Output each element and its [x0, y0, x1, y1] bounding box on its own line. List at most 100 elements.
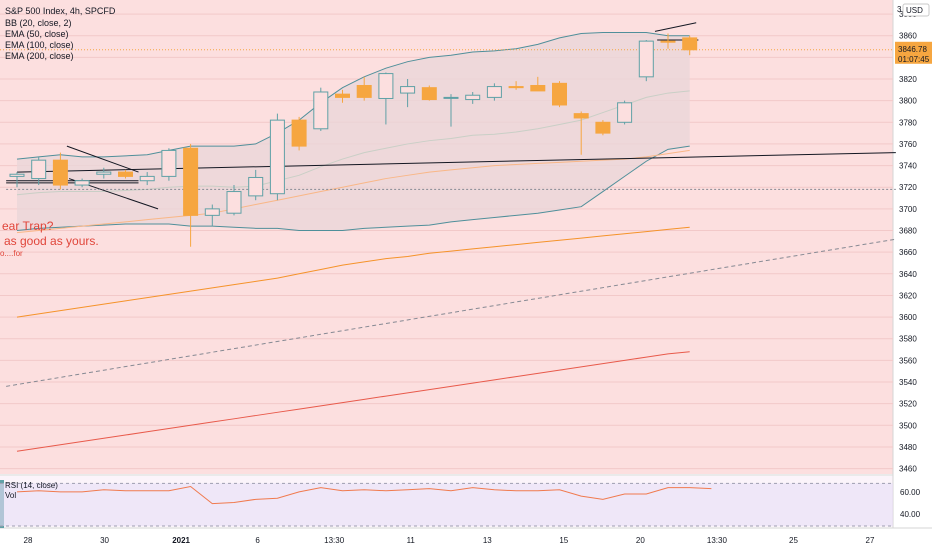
rsi-tick-60: 60.00: [900, 488, 921, 497]
time-tick-label: 13:30: [324, 536, 345, 545]
candle-body: [313, 91, 329, 130]
candle-body: [400, 86, 416, 94]
time-tick-label: 6: [255, 536, 260, 545]
ema200-line: [16, 351, 690, 452]
legend-bb[interactable]: BB (20, close, 2): [5, 18, 72, 28]
legend-ema50[interactable]: EMA (50, close): [5, 29, 69, 39]
time-axis-background: [0, 528, 932, 550]
time-axis[interactable]: 28 30 2021 6 13:30 11 13 15 20 13:30 25 27: [24, 536, 875, 545]
rsi-tick-40: 40.00: [900, 510, 921, 519]
rsi-line: [16, 485, 712, 505]
candle-body: [595, 121, 611, 134]
annotation-line-3: o....for: [0, 249, 23, 258]
ema50-line: [16, 149, 690, 234]
candle-body: [660, 40, 676, 43]
price-tick-label: 3500: [899, 421, 917, 430]
price-tick-label: 3600: [899, 313, 917, 322]
price-tick-label: 3760: [899, 140, 917, 149]
candle-body: [443, 96, 459, 99]
rsi-label[interactable]: RSI (14, close): [5, 481, 58, 490]
legend-symbol[interactable]: S&P 500 Index, 4h, SPCFD: [5, 6, 116, 16]
price-tick-label: 3700: [899, 205, 917, 214]
pane-menu-label[interactable]: 3: [897, 5, 902, 14]
candle-body: [226, 191, 242, 214]
currency-label: USD: [906, 6, 923, 15]
price-tag-background: [895, 41, 932, 64]
price-axis-background: [893, 0, 932, 528]
bollinger-basis-line: [16, 90, 690, 196]
candle-body: [682, 37, 698, 51]
price-tick-label: 3720: [899, 183, 917, 192]
price-tick-label: 3560: [899, 356, 917, 365]
candle-body: [465, 94, 481, 101]
price-tick-label: 3620: [899, 291, 917, 300]
countdown-value: 01:07:45: [898, 55, 930, 64]
candle-body: [508, 86, 524, 89]
time-tick-label: 20: [636, 536, 645, 545]
trendline-falling-wedge-top: [66, 145, 139, 173]
price-tick-label: 3740: [899, 162, 917, 171]
text-annotation[interactable]: ear Trap? as good as yours. o....for: [0, 219, 99, 258]
time-tick-label: 30: [100, 536, 109, 545]
time-tick-label: 25: [789, 536, 798, 545]
candle-body: [617, 102, 633, 123]
candle-body: [291, 119, 307, 147]
time-tick-label: 28: [24, 536, 33, 545]
candle-body: [269, 119, 285, 195]
candle-body: [248, 176, 264, 197]
rsi-band: [0, 483, 893, 526]
time-tick-label: 13: [483, 536, 492, 545]
candle-body: [378, 73, 394, 99]
volume-label[interactable]: Vol: [5, 491, 16, 500]
ema-lines: [16, 149, 690, 452]
time-tick-label: 13:30: [707, 536, 728, 545]
candle-body: [74, 180, 90, 186]
candle-body: [356, 84, 372, 98]
legend-ema200[interactable]: EMA (200, close): [5, 51, 74, 61]
price-tick-label: 3820: [899, 75, 917, 84]
annotation-line-1: ear Trap?: [2, 219, 54, 233]
candle-body: [9, 173, 25, 177]
legend-ema100[interactable]: EMA (100, close): [5, 40, 74, 50]
time-tick-label: 2021: [172, 536, 190, 545]
axis-header[interactable]: 3 USD: [897, 3, 930, 17]
candle-body: [204, 208, 220, 216]
candle-body: [161, 149, 177, 177]
time-tick-label: 27: [866, 536, 875, 545]
candles[interactable]: [9, 33, 698, 247]
candle-body: [552, 82, 567, 106]
candle-body: [421, 87, 437, 101]
candle-body: [573, 113, 589, 119]
trendline-rising-channel-top: [654, 22, 697, 32]
candle-body: [638, 40, 654, 78]
bollinger-upper-line: [16, 31, 690, 160]
price-tick-label: 3580: [899, 335, 917, 344]
candle-body: [31, 159, 47, 180]
candle-body: [139, 175, 155, 182]
candle-body: [118, 171, 133, 177]
price-tick-label: 3540: [899, 378, 917, 387]
price-tick-label: 3660: [899, 248, 917, 257]
current-price-tag: 3846.78 01:07:45: [895, 41, 932, 64]
price-tick-label: 3460: [899, 465, 917, 474]
price-tick-label: 3800: [899, 97, 917, 106]
ema100-line: [16, 226, 690, 318]
legend: S&P 500 Index, 4h, SPCFD BB (20, close, …: [5, 6, 116, 61]
price-tick-label: 3640: [899, 270, 917, 279]
price-tick-label: 3780: [899, 118, 917, 127]
bollinger-lower-line: [16, 145, 690, 232]
candle-body: [96, 171, 112, 175]
currency-badge[interactable]: [902, 3, 930, 17]
price-tick-label: 3480: [899, 443, 917, 452]
annotation-line-2: as good as yours.: [4, 234, 99, 248]
price-tick-label: 3860: [899, 32, 917, 41]
candle-body: [486, 86, 502, 98]
candle-body: [52, 159, 68, 186]
price-tick-label: 3680: [899, 227, 917, 236]
candle-body: [335, 93, 350, 98]
price-tick-label: 3520: [899, 400, 917, 409]
time-tick-label: 11: [407, 536, 416, 545]
candle-body: [530, 84, 546, 92]
